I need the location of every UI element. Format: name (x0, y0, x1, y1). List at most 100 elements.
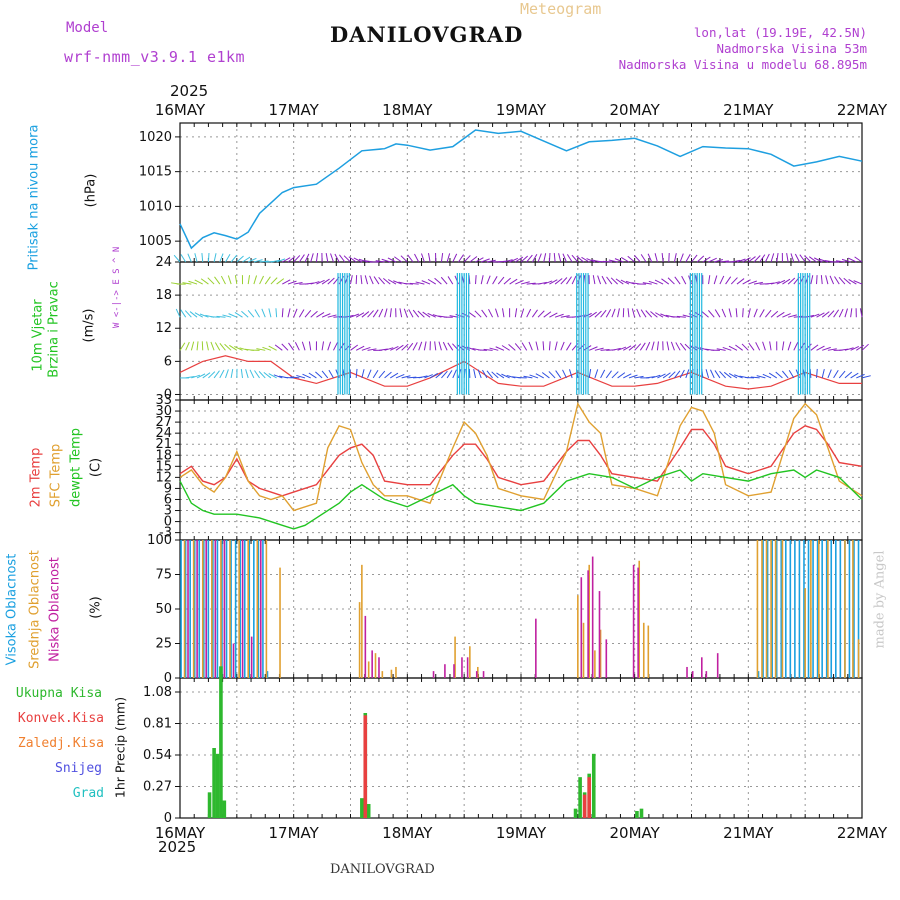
wind-barb (560, 341, 565, 351)
wind-barb (325, 253, 329, 263)
y-tick-label: 12 (155, 470, 172, 485)
wind-barb (262, 346, 272, 351)
wind-barb (287, 256, 296, 263)
wind-barb (384, 308, 388, 318)
wind-barb (786, 253, 789, 263)
wind-barb (378, 277, 385, 285)
wind-barb (651, 341, 655, 351)
wind-barb (722, 346, 732, 351)
wind-barb (759, 254, 766, 263)
wind-barb (748, 280, 757, 285)
watermark: made by Angel (872, 550, 888, 649)
wind-barb (861, 343, 869, 351)
wind-barb (782, 313, 791, 318)
lonlat-label: lon,lat (19.19E, 42.5N) (693, 25, 867, 40)
wind-barb (384, 347, 394, 351)
y-tick-label: 30 (155, 404, 172, 419)
wind-barb (782, 278, 791, 285)
wind-barb (298, 254, 305, 263)
wind-barb (427, 312, 436, 318)
wind-barb (764, 309, 772, 318)
wind-barb (224, 369, 229, 379)
wind-barb (543, 253, 547, 263)
wind-barb (813, 257, 823, 263)
wind-barb (360, 275, 363, 285)
wind-barb (190, 341, 195, 351)
wind-barb (804, 255, 812, 263)
wind-barb (753, 281, 763, 285)
wind-barb (188, 280, 198, 285)
y-tick-label: 12 (155, 321, 172, 336)
wind-barb (401, 375, 411, 379)
wind-barb (636, 308, 641, 318)
wind-barb (214, 342, 221, 351)
y-tick-label: 18 (155, 288, 172, 303)
wind-barb (185, 376, 195, 379)
x-tick-label-bottom: 16MAY (155, 824, 206, 842)
wind-barb (526, 308, 532, 318)
wind-barb (180, 254, 187, 263)
temp-label-3: dewpt Temp (68, 428, 84, 508)
wind-barb (254, 370, 260, 379)
wind-barb (571, 275, 577, 285)
wind-barb (293, 255, 301, 263)
wind-label-1: 10m Vjetar (30, 299, 46, 372)
wind-barb (327, 277, 335, 285)
wind-barb (670, 341, 675, 351)
precip-label-2: Konvek.Kisa (17, 711, 104, 726)
wind-barb (558, 253, 562, 263)
wind-barb (835, 260, 846, 263)
wind-barb (394, 256, 402, 263)
wind-barb (775, 371, 783, 379)
wind-barb (268, 308, 272, 318)
wind-barb (838, 308, 844, 318)
wind-barb (799, 254, 806, 263)
wind-barb (247, 309, 255, 318)
wind-barb (275, 308, 278, 318)
wind-barb (429, 372, 439, 379)
wind-barb (526, 254, 533, 263)
wind-barb (623, 373, 632, 379)
wind-barb (350, 344, 359, 351)
wind-barb (375, 260, 385, 263)
wind-barb (406, 342, 414, 351)
wind-barb (588, 368, 592, 379)
wind-barb (600, 348, 610, 351)
wind-barb (548, 341, 551, 351)
wind-barb (349, 368, 351, 378)
x-tick-label-top: 22MAY (837, 101, 888, 119)
wind-unit: (m/s) (81, 308, 97, 343)
wind-barb (290, 376, 300, 379)
wind-barb (486, 259, 496, 263)
wind-barb (640, 309, 647, 318)
wind-barb (446, 253, 451, 263)
wind-barb (245, 369, 249, 379)
precip-bar-0 (207, 792, 212, 818)
wind-barb (270, 259, 280, 263)
wind-label-2: Brzina i Pravac (46, 281, 62, 378)
wind-barb (708, 257, 717, 263)
wind-barb (276, 258, 286, 263)
wind-barb (509, 257, 519, 263)
wind-barb (764, 253, 770, 263)
wind-barb (355, 312, 365, 318)
wind-barb (821, 369, 825, 379)
wind-barb (725, 276, 732, 285)
wind-barb (816, 368, 818, 378)
wind-barb (412, 342, 418, 351)
wind-barb (728, 345, 738, 351)
wind-barb (804, 343, 812, 351)
wind-barb (654, 253, 658, 263)
y-tick-label: 0 (164, 515, 172, 530)
cloud-label-2: Srednja Oblacnost (27, 550, 43, 669)
wind-barb (810, 275, 814, 285)
wind-barb (489, 347, 499, 351)
wind-barb (716, 348, 726, 351)
y-tick-label: 0.54 (143, 748, 172, 763)
wind-barb (676, 315, 686, 318)
wind-barb (258, 371, 266, 379)
wind-barb (535, 373, 544, 379)
wind-barb (543, 280, 553, 285)
wind-barb (503, 277, 511, 285)
wind-barb (592, 275, 596, 285)
